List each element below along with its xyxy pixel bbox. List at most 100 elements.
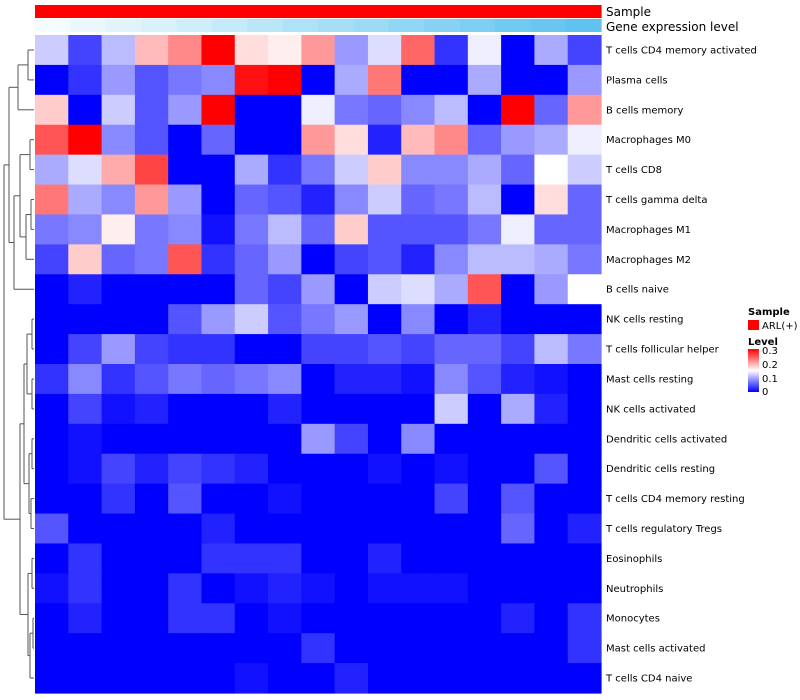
- heatmap-cell: [134, 364, 169, 395]
- heatmap-cell: [101, 573, 136, 604]
- heatmap-cell: [201, 633, 236, 664]
- heatmap-cell: [68, 154, 103, 186]
- heatmap-cell: [334, 94, 369, 126]
- heatmap-cell: [534, 244, 569, 275]
- heatmap-cell: [567, 64, 602, 96]
- heatmap-cell: [334, 453, 369, 485]
- heatmap-cell: [35, 94, 69, 126]
- heatmap-cell: [301, 94, 336, 126]
- heatmap-cell: [434, 124, 469, 156]
- heatmap-cell: [367, 35, 402, 66]
- heatmap-cell: [234, 513, 269, 545]
- heatmap-cell: [35, 274, 69, 305]
- heatmap-cell: [501, 304, 536, 335]
- heatmap-cell: [334, 35, 369, 66]
- heatmap-cell: [168, 304, 203, 335]
- heatmap-cell: [168, 35, 203, 66]
- expression-annotation-cell: [105, 19, 142, 32]
- row-label: Eosinophils: [606, 554, 662, 565]
- heatmap-cell: [201, 543, 236, 574]
- heatmap-cell: [301, 573, 336, 604]
- expression-annotation-cell: [35, 19, 71, 32]
- heatmap-cell: [434, 94, 469, 126]
- heatmap-cell: [434, 393, 469, 425]
- heatmap-cell: [201, 214, 236, 245]
- heatmap-cell: [101, 274, 136, 305]
- heatmap-cell: [234, 64, 269, 96]
- legend-level-tick: 0.1: [762, 374, 778, 385]
- heatmap-cell: [101, 64, 136, 96]
- heatmap-cell: [134, 244, 169, 275]
- heatmap-cell: [467, 35, 502, 66]
- row-label: T cells CD4 naive: [605, 674, 692, 685]
- heatmap-cell: [467, 423, 502, 455]
- heatmap-cell: [567, 453, 602, 485]
- heatmap-cell: [168, 663, 203, 694]
- heatmap-cell: [168, 573, 203, 604]
- heatmap-cell: [268, 633, 302, 664]
- row-label: Macrophages M1: [606, 225, 691, 236]
- row-label: Mast cells activated: [606, 644, 705, 655]
- heatmap-cell: [401, 364, 436, 395]
- heatmap-cell: [501, 214, 536, 245]
- heatmap-cell: [68, 184, 103, 216]
- row-label: T cells regulatory Tregs: [605, 524, 722, 535]
- heatmap-cell: [101, 453, 136, 485]
- heatmap-cell: [434, 633, 469, 664]
- heatmap-cell: [201, 453, 236, 485]
- heatmap-cell: [334, 423, 369, 455]
- heatmap-cell: [35, 304, 69, 335]
- heatmap-cell: [467, 663, 502, 694]
- heatmap-cell: [567, 334, 602, 365]
- heatmap-cell: [534, 513, 569, 545]
- heatmap-cell: [434, 214, 469, 245]
- heatmap-cell: [35, 154, 69, 186]
- heatmap-cell: [201, 423, 236, 455]
- heatmap-cell: [567, 124, 602, 156]
- heatmap-cell: [168, 94, 203, 126]
- heatmap-cell: [534, 633, 569, 664]
- heatmap-cell: [534, 483, 569, 515]
- heatmap-cell: [35, 513, 69, 545]
- legend: Sample ARL(+) Level 0.3 0.2 0.1 0: [748, 307, 798, 398]
- row-label: NK cells resting: [606, 315, 683, 326]
- heatmap-cell: [134, 334, 169, 365]
- legend-sample-title: Sample: [748, 307, 790, 318]
- heatmap-cell: [501, 154, 536, 186]
- heatmap-cell: [567, 274, 602, 305]
- row-label: Neutrophils: [606, 584, 663, 595]
- heatmap-cell: [234, 543, 269, 574]
- heatmap-cell: [467, 513, 502, 545]
- heatmap-cell: [467, 573, 502, 604]
- heatmap-cell: [301, 184, 336, 216]
- heatmap-cell: [201, 124, 236, 156]
- heatmap-cell: [501, 244, 536, 275]
- heatmap-cell: [201, 94, 236, 126]
- heatmap-cell: [268, 364, 302, 395]
- heatmap-cell: [134, 423, 169, 455]
- heatmap-cell: [201, 603, 236, 634]
- heatmap-cell: [367, 543, 402, 574]
- heatmap-cell: [35, 573, 69, 604]
- heatmap-cell: [367, 64, 402, 96]
- heatmap-cell: [234, 663, 269, 694]
- heatmap-cell: [367, 214, 402, 245]
- heatmap-cell: [501, 364, 536, 395]
- annotation-label-sample: Sample: [606, 5, 651, 19]
- heatmap-cell: [367, 513, 402, 545]
- row-label: Mast cells resting: [606, 375, 693, 386]
- heatmap-cell: [467, 184, 502, 216]
- heatmap-cell: [234, 573, 269, 604]
- heatmap-cell: [234, 274, 269, 305]
- heatmap-cell: [268, 154, 302, 186]
- heatmap-cell: [201, 393, 236, 425]
- expression-annotation-cell: [211, 19, 248, 32]
- heatmap-cell: [434, 35, 469, 66]
- heatmap-cell: [68, 633, 103, 664]
- heatmap-cell: [201, 304, 236, 335]
- heatmap-cell: [501, 64, 536, 96]
- heatmap-cell: [35, 483, 69, 515]
- heatmap-cell: [301, 214, 336, 245]
- heatmap-cell: [434, 603, 469, 634]
